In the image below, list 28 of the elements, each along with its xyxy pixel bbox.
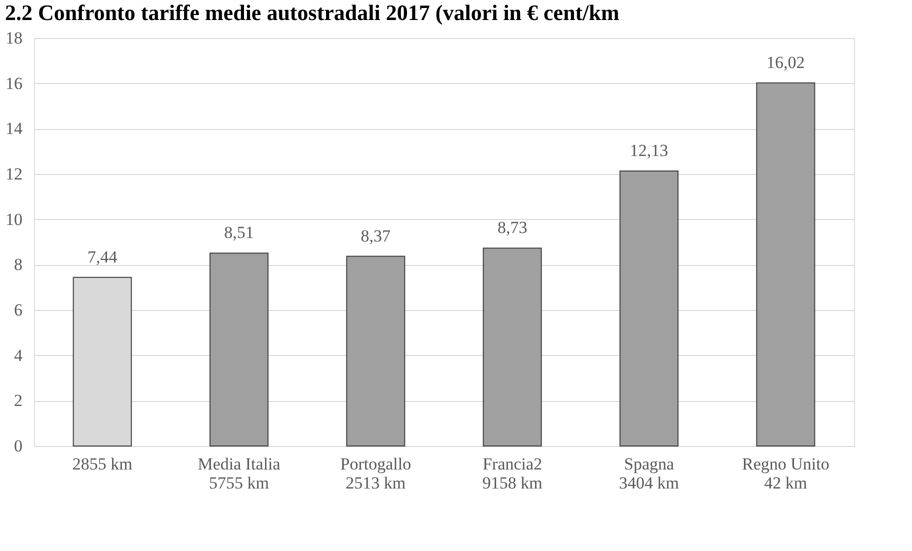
bar bbox=[482, 248, 542, 446]
x-tick-label: Francia2 9158 km bbox=[482, 454, 542, 492]
bar bbox=[210, 252, 268, 446]
x-tick-label: Media Italia 5755 km bbox=[198, 454, 281, 492]
y-tick-label: 14 bbox=[6, 119, 23, 138]
y-tick-label: 8 bbox=[14, 255, 22, 274]
data-label: 7,44 bbox=[87, 247, 118, 266]
y-tick-label: 0 bbox=[14, 436, 22, 456]
data-label: 8,51 bbox=[224, 223, 254, 242]
y-tick-label: 2 bbox=[14, 391, 22, 410]
y-tick-label: 4 bbox=[14, 346, 23, 365]
bar bbox=[620, 170, 678, 446]
data-label: 8,37 bbox=[360, 226, 392, 246]
x-tick-label: Portogallo 2513 km bbox=[340, 454, 412, 492]
chart-title: 2.2 Confronto tariffe medie autostradali 2017 (valori in € cent/km bbox=[5, 0, 620, 25]
x-tick-label: Regno Unito 42 km bbox=[742, 454, 830, 492]
x-tick-label: 2855 km bbox=[72, 454, 132, 474]
bar bbox=[756, 82, 816, 446]
y-tick-label: 12 bbox=[6, 164, 22, 184]
y-tick-label: 6 bbox=[14, 300, 22, 320]
data-label: 8,73 bbox=[497, 218, 528, 238]
data-label: 16,02 bbox=[766, 52, 805, 72]
bar bbox=[346, 256, 406, 446]
y-tick-label: 10 bbox=[6, 210, 22, 229]
y-tick-label: 18 bbox=[6, 28, 22, 48]
y-tick-label: 16 bbox=[6, 74, 22, 93]
data-label: 12,13 bbox=[630, 141, 668, 160]
x-tick-label: Spagna 3404 km bbox=[619, 454, 679, 492]
